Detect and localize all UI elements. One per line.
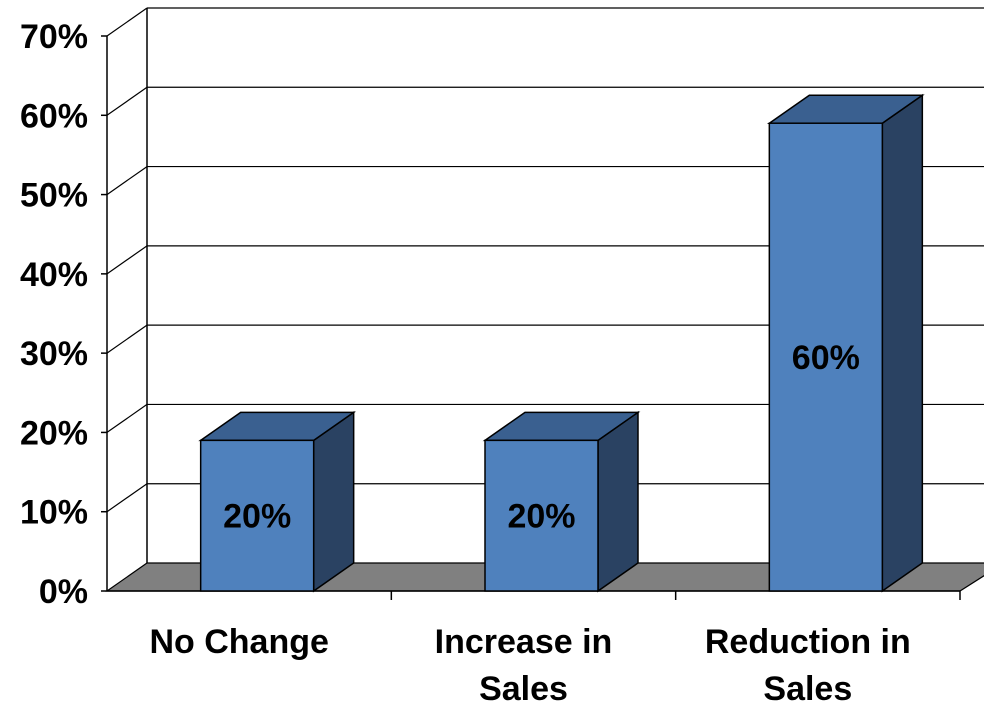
category-label: Reduction in Sales [705,623,911,708]
bar [482,410,641,593]
category-label-line: Increase in [435,623,613,661]
y-tick-label: 60% [20,97,88,135]
category-label-line: No Change [149,623,328,661]
y-tick-label: 50% [20,177,88,215]
data-label: 20% [507,498,575,536]
category-label: No Change [149,623,328,661]
y-tick-label: 20% [20,414,88,452]
bar [766,93,925,593]
y-tick-label: 70% [20,18,88,56]
bars [198,93,925,593]
data-label: 60% [792,339,860,377]
bar-side-face [881,93,924,593]
bar-front-face [768,122,884,592]
bar-side-face [312,410,355,593]
gridline-diagonal [106,7,148,37]
bar-front-face [484,439,599,592]
y-tick-label: 40% [20,256,88,294]
y-tick-label: 0% [39,573,88,611]
bar [198,410,357,593]
x-axis-category-labels: No Change Increase in Sales Reduction in Sal… [149,623,910,708]
gridline-diagonal [106,324,148,354]
bar-front-face [199,439,315,592]
gridline-diagonal [106,245,148,275]
category-label-line: Sales [479,670,568,708]
category-label-line: Reduction in [705,623,911,661]
data-labels: 20% 20% 60% [223,339,860,536]
category-label: Increase in Sales [435,623,613,708]
y-axis-tick-labels: 0% 10% 20% 30% 40% 50% 60% 70% [20,18,107,611]
y-tick-label: 30% [20,335,88,373]
gridline-diagonal [106,166,148,196]
bar-side-face [597,410,639,593]
gridline-diagonal [106,403,148,433]
category-label-line: Sales [763,670,852,708]
gridline-diagonal [106,86,148,116]
gridline-diagonal [106,483,148,513]
y-tick-label: 10% [20,494,88,532]
data-label: 20% [223,498,291,536]
